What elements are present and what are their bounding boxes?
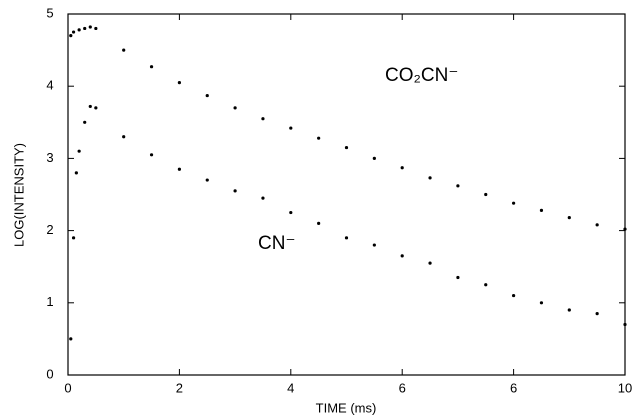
data-point	[122, 135, 126, 139]
data-point	[567, 308, 571, 312]
data-point	[456, 275, 460, 280]
plot-frame	[67, 13, 626, 376]
data-point	[77, 28, 81, 32]
data-point	[289, 210, 293, 215]
data-point	[400, 166, 404, 170]
data-point	[344, 145, 349, 150]
data-point	[71, 236, 76, 240]
data-point	[484, 283, 488, 287]
y-tick-label: 3	[46, 150, 53, 165]
data-point	[567, 216, 571, 220]
y-tick-label: 5	[46, 5, 53, 20]
data-point	[83, 120, 87, 124]
data-point	[233, 189, 237, 193]
data-point	[595, 312, 599, 316]
data-point	[623, 322, 627, 327]
data-point	[71, 30, 76, 34]
data-point	[595, 223, 599, 227]
data-point	[484, 192, 488, 197]
data-point	[149, 65, 154, 69]
data-point	[177, 80, 181, 85]
data-point	[88, 104, 92, 109]
x-tick-label: 0	[64, 380, 71, 395]
data-point	[539, 208, 544, 212]
data-point	[428, 176, 432, 180]
data-point	[233, 106, 237, 110]
data-point	[317, 136, 321, 140]
data-point	[74, 171, 78, 175]
data-point	[511, 201, 516, 205]
data-point	[400, 254, 404, 258]
x-tick-label: 2	[176, 380, 183, 395]
x-tick-label: 6	[399, 380, 406, 395]
series-label: CN⁻	[258, 233, 295, 254]
data-point	[94, 26, 98, 31]
y-tick-label: 4	[46, 78, 53, 93]
data-point	[261, 117, 265, 121]
data-point	[539, 301, 544, 305]
x-tick-label: 4	[287, 380, 294, 395]
data-point	[83, 26, 87, 31]
data-point	[205, 178, 209, 182]
data-point	[372, 243, 376, 247]
x-axis-label: TIME (ms)	[316, 400, 377, 415]
data-point	[122, 48, 126, 52]
data-point	[428, 261, 432, 265]
data-point	[344, 236, 349, 240]
data-point	[372, 156, 376, 160]
y-tick-label: 1	[46, 294, 53, 309]
data-point	[69, 34, 73, 38]
data-point	[77, 149, 81, 153]
y-tick-label: 0	[46, 366, 53, 381]
data-point	[94, 106, 98, 110]
series-label: CO₂CN⁻	[385, 65, 458, 86]
x-tick-label: 6	[510, 380, 517, 395]
y-axis-label: LOG(INTENSITY)	[11, 143, 26, 247]
data-point	[177, 167, 181, 171]
x-tick-label: 10	[618, 380, 632, 395]
data-point	[205, 93, 209, 98]
data-point	[511, 293, 516, 298]
y-tick-label: 2	[46, 222, 53, 237]
data-point	[317, 221, 321, 225]
data-point	[261, 196, 265, 200]
data-point	[69, 337, 73, 341]
data-point	[456, 184, 460, 188]
data-point	[289, 126, 293, 130]
data-point	[623, 227, 627, 231]
data-point	[149, 153, 154, 157]
data-point	[88, 25, 92, 29]
